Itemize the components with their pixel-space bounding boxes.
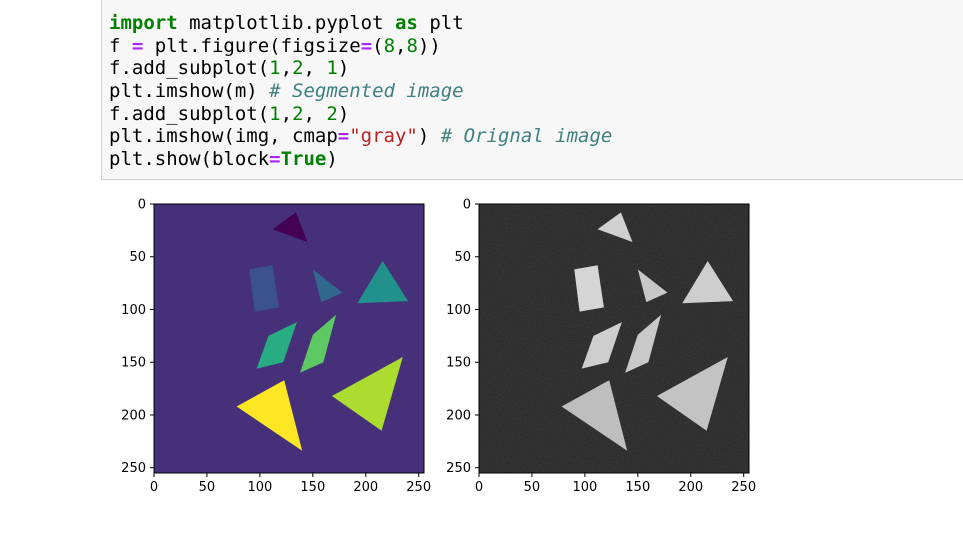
x-tick-label: 100 bbox=[572, 480, 597, 495]
y-tick-label: 50 bbox=[454, 250, 471, 265]
code-token: 1 bbox=[326, 57, 338, 80]
x-tick-label: 0 bbox=[475, 480, 483, 495]
x-tick-label: 150 bbox=[625, 480, 650, 495]
code-token: = bbox=[131, 34, 144, 57]
y-tick-label: 250 bbox=[121, 461, 146, 476]
code-token: plt.figure(figsize bbox=[143, 34, 361, 57]
figure: 0 50 100 150 200 250 0 50 100 150 200 250 0 50 100 150… bbox=[121, 198, 756, 496]
y-tick-label: 100 bbox=[121, 303, 146, 318]
code-cell[interactable]: import matplotlib.pyplot as plt f = plt.f… bbox=[101, 0, 963, 180]
code-token: as bbox=[394, 12, 418, 34]
code-token: = bbox=[269, 148, 281, 171]
subplot-segmented: 0 50 100 150 200 250 0 50 100 150 200 250 bbox=[121, 198, 431, 496]
code-token: 1 bbox=[269, 57, 281, 80]
segment-region bbox=[236, 380, 303, 451]
x-tick-label: 50 bbox=[199, 480, 216, 495]
y-tick-label: 150 bbox=[121, 356, 146, 371]
image-original bbox=[479, 204, 749, 473]
code-token: , bbox=[303, 57, 327, 80]
code-token: 1 bbox=[269, 102, 281, 125]
code-token: = bbox=[360, 34, 373, 57]
code-token: 2 bbox=[292, 57, 304, 80]
code-token: import bbox=[109, 12, 178, 34]
x-tick-label: 200 bbox=[353, 480, 378, 495]
segment-region bbox=[272, 212, 308, 242]
code-line: import matplotlib.pyplot as plt bbox=[109, 12, 612, 35]
x-tick-label: 250 bbox=[731, 480, 756, 495]
y-tick-label: 100 bbox=[446, 303, 471, 318]
x-tick-label: 200 bbox=[678, 480, 703, 495]
y-tick-label: 50 bbox=[129, 250, 146, 265]
code-line: f.add_subplot(1,2, 1) bbox=[109, 57, 612, 80]
code-token: "gray" bbox=[349, 125, 418, 148]
code-token: plt.imshow(m) bbox=[109, 80, 270, 103]
segment-region bbox=[256, 322, 297, 369]
code-token: True bbox=[280, 148, 327, 171]
code-editor[interactable]: import matplotlib.pyplot as plt f = plt.f… bbox=[109, 12, 612, 171]
x-tick-label: 0 bbox=[150, 480, 158, 495]
code-token: 8 bbox=[383, 34, 396, 57]
image-segmented bbox=[154, 204, 424, 473]
code-line: plt.imshow(m) # Segmented image bbox=[109, 80, 612, 103]
code-token: plt.show(block bbox=[109, 148, 270, 171]
y-tick-label: 0 bbox=[138, 198, 146, 213]
code-token: 8 bbox=[406, 34, 418, 57]
code-token: , bbox=[280, 57, 293, 80]
x-tick-label: 250 bbox=[406, 480, 431, 495]
subplot-original: 0 50 100 150 200 250 0 50 100 150 200 250 bbox=[446, 198, 756, 496]
y-tick-label: 150 bbox=[446, 356, 471, 371]
code-token: 2 bbox=[326, 102, 338, 125]
code-line: f.add_subplot(1,2, 2) bbox=[109, 103, 612, 126]
code-token: f.add_subplot( bbox=[109, 102, 270, 125]
y-tick-label: 250 bbox=[446, 461, 471, 476]
y-tick-label: 0 bbox=[463, 198, 471, 213]
code-line: f = plt.figure(figsize=(8,8)) bbox=[109, 35, 612, 58]
code-token: # Segmented image bbox=[269, 80, 464, 103]
y-tick-label: 200 bbox=[121, 408, 146, 423]
segment-region bbox=[249, 265, 279, 312]
axes-frame bbox=[478, 203, 750, 474]
code-line: plt.show(block=True) bbox=[109, 148, 612, 171]
x-tick-label: 150 bbox=[300, 480, 325, 495]
code-token: ) bbox=[326, 148, 338, 171]
code-token: # Orignal image bbox=[440, 125, 613, 148]
segment-region bbox=[357, 261, 409, 304]
code-token: , bbox=[280, 102, 293, 125]
code-token: 2 bbox=[292, 102, 304, 125]
code-token: = bbox=[337, 125, 350, 148]
code-token: plt bbox=[417, 12, 464, 34]
segment-region bbox=[331, 357, 403, 431]
code-token: , bbox=[303, 102, 327, 125]
code-token: f.add_subplot( bbox=[109, 57, 270, 80]
code-line: plt.imshow(img, cmap="gray") # Orignal i… bbox=[109, 125, 612, 148]
code-token: matplotlib.pyplot bbox=[177, 12, 395, 34]
x-tick-label: 100 bbox=[247, 480, 272, 495]
code-token: ) bbox=[417, 125, 441, 148]
image-noise bbox=[479, 204, 749, 473]
output-area: 0 50 100 150 200 250 0 50 100 150 200 250 0 50 100 150… bbox=[0, 180, 963, 556]
code-token: ) bbox=[337, 57, 350, 80]
code-token: ( bbox=[372, 34, 384, 57]
segment-region bbox=[312, 269, 343, 303]
x-tick-label: 50 bbox=[524, 480, 541, 495]
code-token: plt.imshow(img, cmap bbox=[109, 125, 338, 148]
y-tick-label: 200 bbox=[446, 408, 471, 423]
segment-region bbox=[300, 314, 337, 373]
code-token: )) bbox=[417, 34, 441, 57]
axes-frame bbox=[153, 203, 425, 474]
code-token: f bbox=[109, 34, 132, 57]
code-token: ) bbox=[337, 102, 350, 125]
code-token: , bbox=[395, 34, 407, 57]
